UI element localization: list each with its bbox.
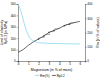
- annotation: 6061: [40, 36, 46, 38]
- y-tick-mark: [17, 61, 19, 62]
- y2-tick-mark: [85, 4, 87, 5]
- y-tick: 0: [14, 59, 18, 63]
- legend-swatch: [35, 75, 39, 76]
- annotation: 5454: [55, 27, 61, 29]
- annotation-marker: [64, 25, 65, 26]
- y2-tick-mark: [85, 61, 87, 62]
- y-tick-label: 500: [11, 2, 16, 6]
- y-tick: 100: [11, 48, 18, 52]
- legend-label: Rp0.2: [57, 74, 65, 78]
- y-tick: 500: [11, 2, 18, 6]
- annotation: 5086: [65, 23, 71, 25]
- y-tick-label: 200: [11, 37, 16, 41]
- y2-tick-mark: [85, 33, 87, 34]
- y2-tick: 100: [85, 45, 93, 49]
- x-axis-title: Magnesium (in % of mass): [31, 68, 72, 72]
- y-axis: 0 100 200 300 400 500: [11, 2, 19, 63]
- y2-tick-label: 400: [87, 2, 92, 6]
- y-tick: 200: [11, 37, 18, 41]
- annotation: 5456: [71, 21, 77, 23]
- x-axis: 0 1 2 3 4 5 6: [18, 61, 86, 66]
- legend-item: Rm(%): [35, 74, 49, 78]
- series-line: [18, 21, 80, 52]
- y2-tick: 300: [85, 17, 93, 21]
- x-tick-label: 5: [69, 62, 71, 66]
- y2-tick: 200: [85, 31, 93, 35]
- legend-swatch: [52, 75, 56, 76]
- y2-tick: 400: [85, 2, 93, 6]
- x-tick: 4: [59, 61, 61, 66]
- y2-axis-title: Rm (in % of values): [96, 17, 100, 48]
- y2-tick-label: 200: [87, 31, 92, 35]
- x-tick-label: 2: [38, 62, 40, 66]
- x-tick: 6: [80, 61, 82, 66]
- annotation: 5052: [45, 33, 51, 35]
- x-tick-label: 0: [18, 62, 20, 66]
- y2-tick-label: 300: [87, 17, 92, 21]
- y2-tick-label: 100: [87, 45, 92, 49]
- x-tick-label: 4: [59, 62, 61, 66]
- y-tick-mark: [17, 15, 19, 16]
- y2-tick: 0: [85, 59, 89, 63]
- y-tick-label: 0: [14, 59, 16, 63]
- legend-item: Rp0.2: [52, 74, 65, 78]
- y-tick-label: 300: [11, 25, 16, 29]
- x-tick-label: 3: [49, 62, 51, 66]
- y-tick-mark: [17, 50, 19, 51]
- plot-area: [18, 4, 80, 52]
- annotation-marker: [38, 38, 39, 39]
- y-axis-title: Limit of elasticityRp0.2 (in MPa): [0, 19, 8, 45]
- y-tick-mark: [17, 27, 19, 28]
- y-tick-mark: [17, 4, 19, 5]
- y2-axis: 0 100 200 300 400: [85, 2, 93, 63]
- y2-tick-label: 0: [87, 59, 89, 63]
- y-tick-mark: [17, 38, 19, 39]
- y2-tick-mark: [85, 18, 87, 19]
- x-tick: 2: [38, 61, 40, 66]
- x-tick-label: 1: [28, 62, 30, 66]
- y-tick-label: 400: [11, 14, 16, 18]
- legend: Rm(%) Rp0.2: [35, 74, 65, 78]
- y-axis-line: [17, 5, 19, 62]
- y-tick: 300: [11, 25, 18, 29]
- x-tick: 1: [28, 61, 30, 66]
- y-tick: 400: [11, 14, 18, 18]
- chart: 0 1 2 3 4 5 6 0 100 200 300 400 500 0 100 200 300 400 6061…: [0, 0, 100, 78]
- annotation: 5154: [50, 30, 56, 32]
- legend-label: Rm(%): [40, 74, 49, 78]
- x-tick: 0: [18, 61, 20, 66]
- x-tick: 5: [69, 61, 71, 66]
- y2-tick-mark: [85, 47, 87, 48]
- x-tick: 3: [49, 61, 51, 66]
- x-tick-label: 6: [80, 62, 82, 66]
- y-tick-label: 100: [11, 48, 16, 52]
